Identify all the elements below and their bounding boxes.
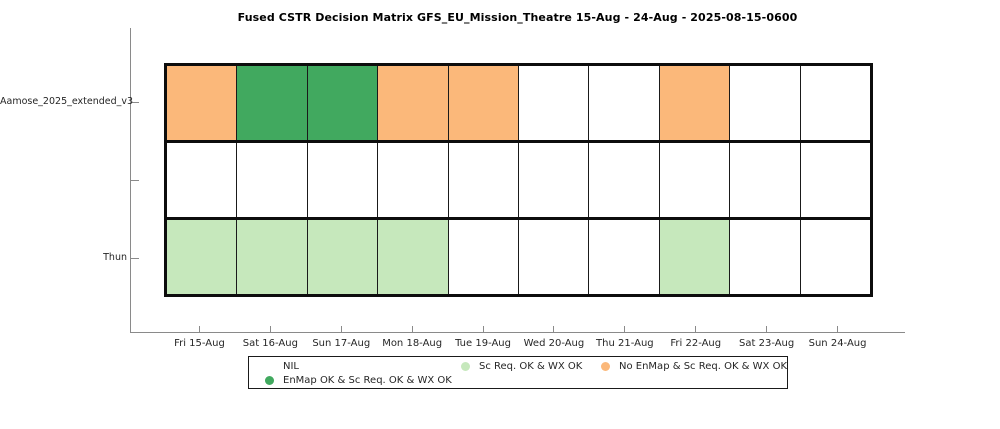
x-tick-label: Sat 23-Aug: [739, 338, 795, 349]
y-tick-label: Thun: [103, 252, 127, 263]
x-tick: [837, 326, 839, 332]
x-tick-label: Thu 21-Aug: [596, 338, 654, 349]
grid-cell: [589, 66, 660, 140]
grid-cell: [659, 66, 731, 140]
x-tick: [695, 326, 697, 332]
y-tick-label: Aamose_2025_extended_v3: [0, 96, 134, 107]
grid-cell: [519, 66, 590, 140]
grid-cell: [307, 143, 379, 217]
x-tick: [553, 326, 555, 332]
legend-marker: [265, 375, 274, 385]
legend: NIL EnMap OK & Sc Req. OK & WX OK Sc Req. …: [248, 356, 788, 389]
grid-cell: [167, 143, 238, 217]
grid-cell: [730, 66, 801, 140]
grid-cell: [448, 220, 520, 294]
x-tick: [340, 326, 342, 332]
legend-label: Sc Req. OK & WX OK: [479, 360, 583, 372]
grid-row: [167, 66, 871, 140]
grid-cell: [237, 66, 308, 140]
x-tick: [198, 326, 200, 332]
legend-entry: No EnMap & Sc Req. OK & WX OK: [601, 359, 787, 373]
legend-label: No EnMap & Sc Req. OK & WX OK: [619, 360, 788, 372]
grid-cell: [730, 220, 801, 294]
grid-cell: [589, 143, 660, 217]
grid-cell: [307, 66, 379, 140]
legend-label: EnMap OK & Sc Req. OK & WX OK: [283, 374, 452, 386]
grid-cell: [659, 143, 731, 217]
grid-row: [167, 140, 871, 217]
grid-cell: [800, 143, 871, 217]
x-tick-label: Tue 19-Aug: [455, 338, 511, 349]
x-tick: [766, 326, 768, 332]
grid-cell: [378, 66, 449, 140]
legend-marker: [601, 361, 610, 371]
grid-cell: [448, 143, 520, 217]
grid-row: [167, 217, 871, 294]
legend-label: NIL: [283, 360, 300, 372]
decision-grid: [164, 63, 873, 297]
x-tick-label: Sat 16-Aug: [242, 338, 298, 349]
x-tick-label: Fri 22-Aug: [670, 338, 722, 349]
legend-entry: NIL: [265, 359, 299, 373]
grid-cell: [519, 220, 590, 294]
legend-marker: [461, 361, 470, 371]
grid-cell: [589, 220, 660, 294]
grid-cell: [800, 66, 871, 140]
x-tick-label: Mon 18-Aug: [382, 338, 443, 349]
grid-cell: [167, 66, 238, 140]
x-tick-label: Wed 20-Aug: [523, 338, 585, 349]
grid-cell: [307, 220, 379, 294]
x-axis-spine: [130, 332, 905, 333]
grid-cell: [378, 220, 449, 294]
x-tick-label: Sun 17-Aug: [312, 338, 371, 349]
grid-cell: [167, 220, 238, 294]
y-tick: [130, 179, 139, 181]
legend-marker: [265, 361, 274, 371]
grid-cell: [378, 143, 449, 217]
grid-cell: [800, 220, 871, 294]
x-tick: [269, 326, 271, 332]
grid-cell: [237, 143, 308, 217]
grid-cell: [659, 220, 731, 294]
x-tick-label: Sun 24-Aug: [808, 338, 867, 349]
grid-cell: [519, 143, 590, 217]
legend-entry: EnMap OK & Sc Req. OK & WX OK: [265, 373, 452, 387]
y-tick: [130, 101, 139, 103]
grid-cell: [448, 66, 520, 140]
grid-cell: [730, 143, 801, 217]
x-tick-label: Fri 15-Aug: [174, 338, 225, 349]
y-tick: [130, 257, 139, 259]
chart-title: Fused CSTR Decision Matrix GFS_EU_Missio…: [237, 11, 798, 24]
x-tick: [411, 326, 413, 332]
x-tick: [624, 326, 626, 332]
x-tick: [482, 326, 484, 332]
grid-cell: [237, 220, 308, 294]
legend-entry: Sc Req. OK & WX OK: [461, 359, 582, 373]
